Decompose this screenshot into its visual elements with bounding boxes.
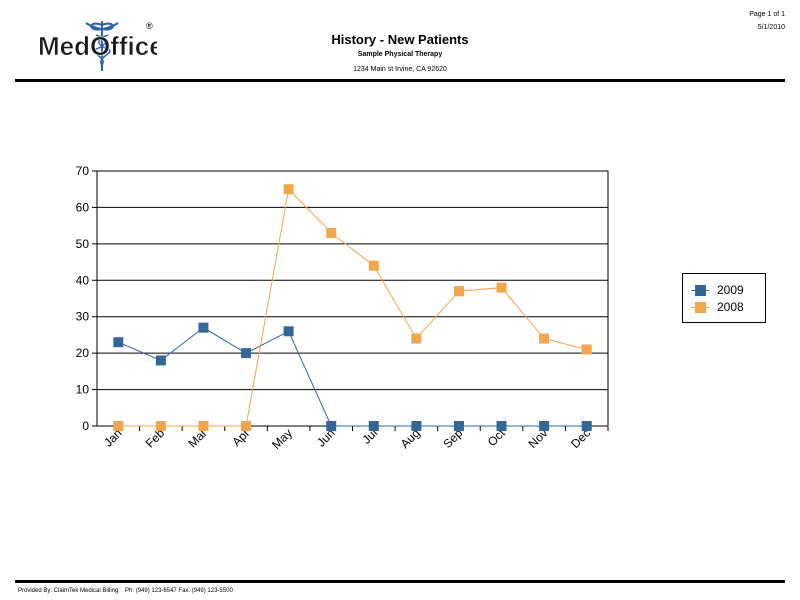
point-2009-sep [453, 421, 464, 431]
medoffice-logo: MedOffice ® [22, 15, 164, 73]
registered-mark: ® [146, 21, 153, 31]
point-2008-may [283, 184, 294, 195]
point-2008-apr [241, 421, 252, 431]
point-2008-nov [539, 333, 550, 344]
point-2009-apr [241, 348, 252, 359]
y-tick-label-40: 40 [76, 273, 90, 287]
page-info: Page 1 of 1 5/1/2010 [749, 8, 785, 34]
legend-item-2008: 2008 [683, 299, 767, 315]
legend-label-2008: 2008 [717, 300, 744, 314]
point-2008-feb [155, 421, 166, 431]
point-2008-oct [496, 282, 507, 293]
point-2009-jul [368, 421, 379, 431]
point-2009-may [283, 326, 294, 337]
series-line-2008 [118, 188, 587, 427]
footer-text: Provided By: ClaimTek Medical Billing Ph… [18, 588, 233, 594]
y-tick-label-0: 0 [82, 419, 89, 433]
point-2008-jan [113, 421, 124, 431]
legend-marker-2009 [695, 285, 706, 296]
y-tick-label-50: 50 [76, 237, 90, 251]
point-2008-jul [368, 260, 379, 271]
chart-legend: 2009 2008 [682, 273, 766, 323]
y-tick-label-30: 30 [76, 310, 90, 324]
point-2009-feb [155, 355, 166, 366]
point-2008-aug [411, 333, 422, 344]
point-2008-sep [453, 286, 464, 297]
practice-name: Sample Physical Therapy [357, 51, 443, 58]
logo-text: MedOffice [38, 31, 157, 61]
legend-item-2009: 2009 [683, 282, 767, 298]
y-tick-label-70: 70 [76, 164, 90, 178]
y-tick-label-60: 60 [76, 200, 90, 214]
point-2009-nov [539, 421, 550, 431]
y-tick-label-10: 10 [76, 383, 90, 397]
point-2008-mar [198, 421, 209, 431]
header-rule [15, 79, 785, 82]
series-line-2009 [118, 327, 587, 427]
point-2009-aug [411, 421, 422, 431]
plot-area [96, 170, 609, 427]
point-2009-mar [198, 322, 209, 333]
point-2009-jun [326, 421, 337, 431]
report-title: History - New Patients [331, 32, 469, 47]
point-2008-jun [326, 227, 337, 238]
page-number: Page 1 of 1 [749, 11, 785, 18]
y-tick-label-20: 20 [76, 346, 90, 360]
point-2009-oct [496, 421, 507, 431]
practice-address: 1234 Main st Irvine, CA 92620 [353, 66, 447, 73]
footer-rule [15, 580, 785, 583]
point-2008-dec [581, 344, 592, 355]
legend-label-2009: 2009 [717, 283, 744, 297]
x-tick-label-may: May [269, 426, 295, 452]
point-2009-dec [581, 421, 592, 431]
report-date: 5/1/2010 [757, 24, 785, 31]
caduceus-icon [85, 21, 119, 71]
legend-marker-2008 [695, 302, 706, 313]
point-2009-jan [113, 337, 124, 348]
